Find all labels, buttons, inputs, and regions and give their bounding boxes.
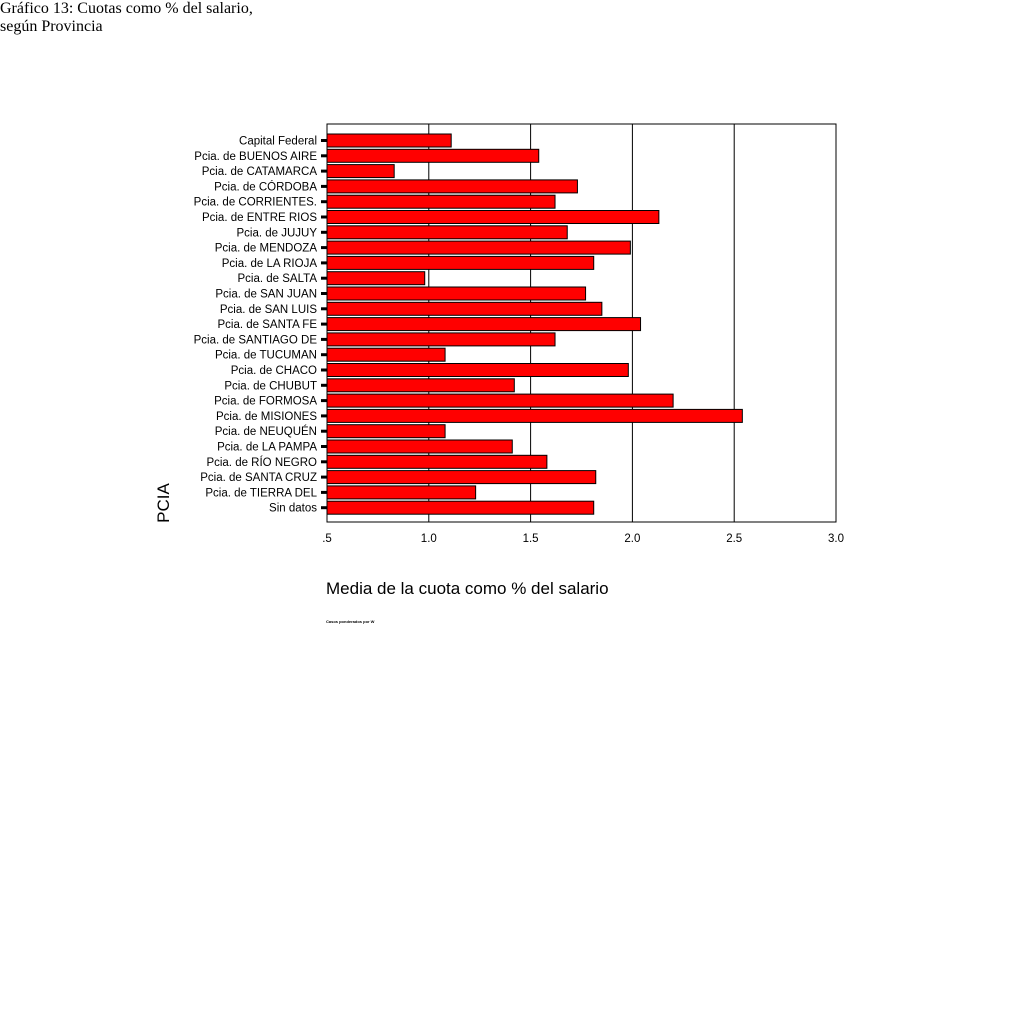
y-tick-label: Pcia. de FORMOSA <box>214 396 317 408</box>
y-tick-label: Pcia. de MISIONES <box>216 411 317 423</box>
y-tick-label: Pcia. de ENTRE RIOS <box>202 212 317 224</box>
y-tick-label: Pcia. de BUENOS AIRE <box>194 151 317 163</box>
y-tick-label: Pcia. de CHACO <box>231 365 317 377</box>
bar <box>326 408 743 423</box>
y-tick-label: Pcia. de SANTA CRUZ <box>200 472 317 484</box>
x-axis-title: Media de la cuota como % del salario <box>326 579 609 598</box>
bar <box>326 332 556 347</box>
bar <box>326 148 540 163</box>
y-axis-title: PCIA <box>154 483 173 523</box>
bar <box>326 271 426 286</box>
bar <box>326 179 578 194</box>
y-tick-label: Pcia. de SAN LUIS <box>220 304 317 316</box>
bar <box>326 210 660 224</box>
bar <box>326 500 595 515</box>
y-tick-label: Capital Federal <box>239 136 317 148</box>
y-tick-label: Pcia. de TIERRA DEL <box>205 487 317 499</box>
bar <box>326 301 603 316</box>
x-tick-label: 1.5 <box>523 533 539 545</box>
chart-footnote: Casos ponderados por W <box>326 619 375 624</box>
bar <box>326 393 674 408</box>
bar <box>326 225 568 240</box>
y-tick-label: Pcia. de CATAMARCA <box>202 166 318 178</box>
bar <box>326 240 631 255</box>
y-tick-label: Pcia. de SALTA <box>238 273 318 285</box>
y-tick-label: Pcia. de CHUBUT <box>224 380 317 392</box>
bar <box>326 286 587 301</box>
y-tick-label: Pcia. de CÓRDOBA <box>214 180 317 193</box>
x-tick-label: 2.5 <box>726 533 742 545</box>
x-tick-label: 1.0 <box>421 533 437 545</box>
y-tick-label: Pcia. de SANTA FE <box>218 319 318 331</box>
y-tick-label: Pcia. de LA RIOJA <box>222 258 318 270</box>
bar <box>326 255 595 270</box>
plot-frame <box>326 123 837 523</box>
bar <box>326 317 642 332</box>
y-tick-label: Pcia. de LA PAMPA <box>217 442 317 454</box>
y-tick-label: Pcia. de MENDOZA <box>215 243 318 255</box>
y-tick-label: Pcia. de SAN JUAN <box>215 289 317 301</box>
chart-subtitle: según Provincia <box>0 18 103 35</box>
x-tick-label: 2.0 <box>624 533 640 545</box>
bar <box>326 194 556 209</box>
bar <box>326 485 477 500</box>
x-tick-label: 3.0 <box>828 533 844 545</box>
chart-title: Gráfico 13: Cuotas como % del salario, <box>0 0 253 17</box>
x-tick-label: .5 <box>322 533 332 545</box>
bar <box>326 470 597 485</box>
y-tick-label: Sin datos <box>269 503 317 515</box>
y-tick-label: Pcia. de JUJUY <box>236 227 317 239</box>
bar <box>326 424 446 439</box>
bar <box>326 347 446 362</box>
y-tick-label: Pcia. de TUCUMAN <box>215 350 317 362</box>
bar <box>326 454 548 469</box>
bar <box>326 363 629 377</box>
y-tick-label: Pcia. de CORRIENTES. <box>194 197 317 209</box>
bar <box>326 439 513 454</box>
bar <box>326 133 452 148</box>
bar <box>326 164 395 179</box>
bar <box>326 378 515 393</box>
y-tick-label: Pcia. de NEUQUÉN <box>215 425 317 438</box>
y-tick-label: Pcia. de RÍO NEGRO <box>206 456 317 469</box>
y-tick-label: Pcia. de SANTIAGO DE <box>194 334 318 346</box>
